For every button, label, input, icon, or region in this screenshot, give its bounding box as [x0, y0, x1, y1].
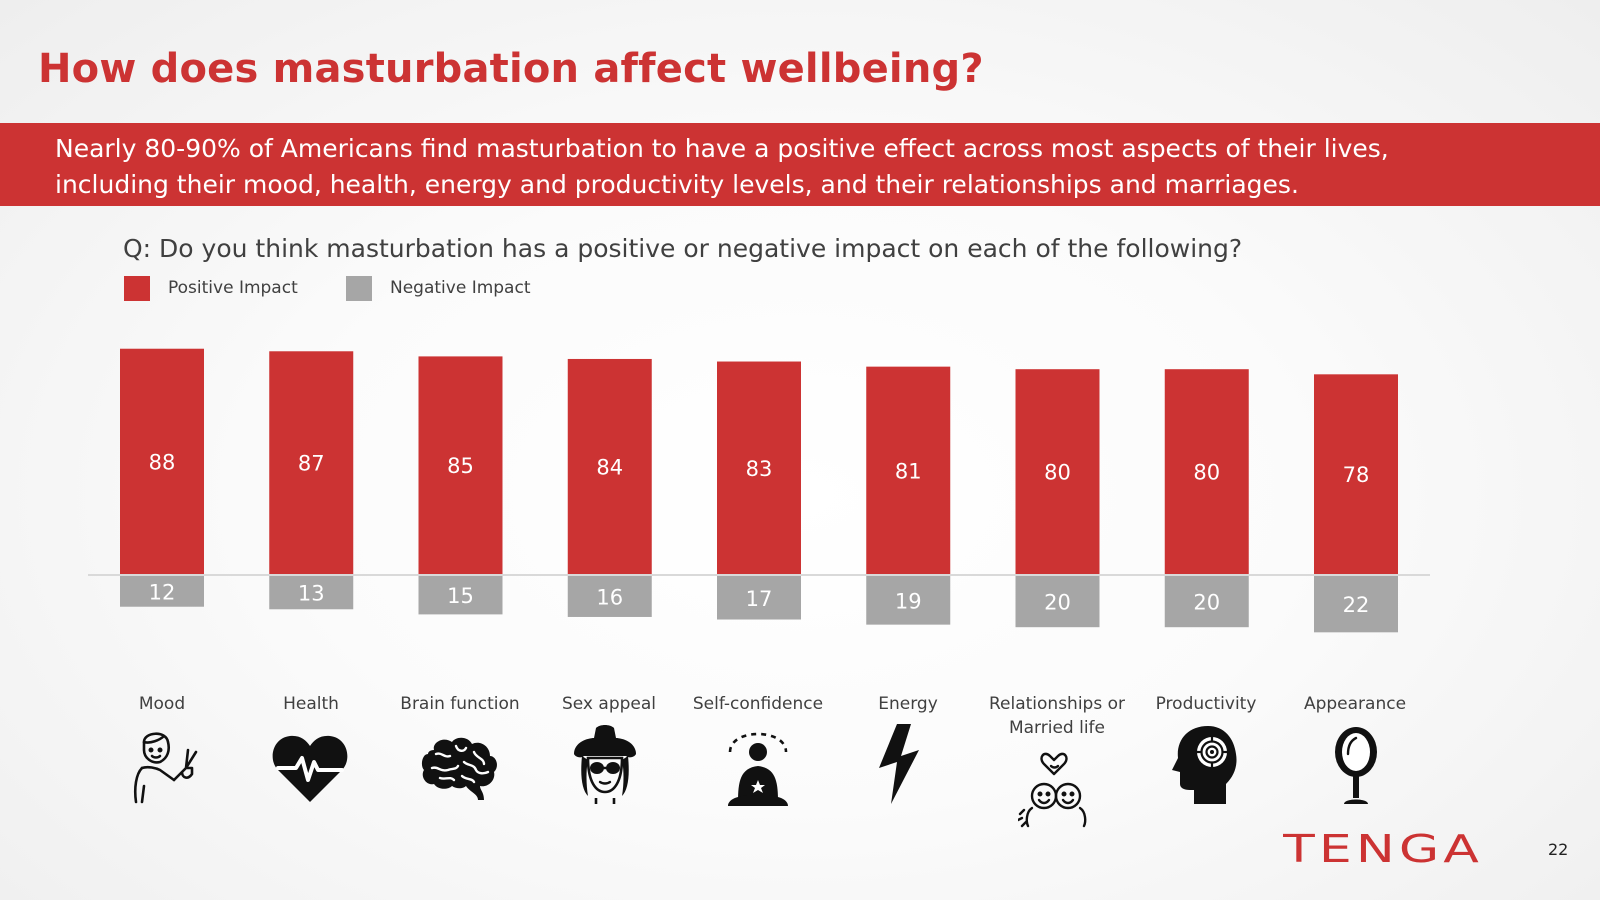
legend-negative-swatch: [346, 276, 372, 301]
category-label-mood: Mood: [138, 694, 186, 714]
summary-banner: Nearly 80-90% of Americans find masturba…: [0, 123, 1600, 206]
legend-positive-label: Positive Impact: [168, 278, 298, 298]
category-label-energy: Energy: [878, 694, 938, 714]
label-positive-brain-function: 85: [447, 454, 474, 478]
lightning-bolt-icon: [879, 724, 919, 804]
bar-negative-productivity: [1164, 576, 1249, 628]
bar-positive-productivity: [1164, 369, 1249, 574]
bar-positive-self-confidence: [717, 361, 801, 574]
label-negative-self-confidence: 17: [746, 587, 773, 611]
category-label-health: Health: [283, 694, 339, 714]
bar-negative-mood: [120, 576, 204, 607]
meditating-person-icon: [728, 732, 788, 806]
label-negative-productivity: 20: [1193, 591, 1220, 615]
summary-line-1: Nearly 80-90% of Americans find masturba…: [55, 134, 1389, 163]
category-label-relationships-line-1: Relationships or: [988, 694, 1125, 714]
label-positive-sex-appeal: 84: [596, 455, 623, 479]
label-negative-health: 13: [298, 582, 325, 606]
peace-sign-person-icon: [133, 732, 198, 804]
summary-text: Nearly 80-90% of Americans find masturba…: [55, 131, 1575, 203]
category-label-self-confidence: Self-confidence: [692, 694, 824, 714]
label-negative-mood: 12: [149, 580, 176, 604]
couple-with-heart-icon: [1018, 752, 1087, 828]
label-negative-brain-function: 15: [447, 584, 474, 608]
label-positive-relationships-or-married-life: 80: [1044, 461, 1071, 485]
label-negative-appearance: 22: [1343, 593, 1370, 617]
tenga-logo: TENGA: [1283, 830, 1483, 866]
legend-negative-label: Negative Impact: [390, 278, 531, 298]
head-with-target-icon: [1172, 726, 1237, 804]
bar-positive-health: [269, 351, 354, 574]
bar-negative-self-confidence: [717, 576, 801, 620]
bar-negative-brain-function: [418, 576, 503, 615]
label-positive-appearance: 78: [1343, 463, 1370, 487]
label-positive-health: 87: [298, 452, 325, 476]
page-title: How does masturbation affect wellbeing?: [38, 46, 984, 92]
bar-positive-sex-appeal: [567, 358, 652, 574]
bar-negative-relationships-or-married-life: [1015, 576, 1100, 628]
label-positive-productivity: 80: [1193, 461, 1220, 485]
chart-bars: 88 12 87 13 85 15 84 16 83 17 81 19 80 20 80 20 78 22: [120, 348, 1398, 633]
bar-positive-brain-function: [418, 356, 503, 574]
bar-negative-energy: [866, 576, 951, 625]
page-number: 22: [1548, 840, 1569, 859]
heartbeat-icon: [272, 735, 348, 802]
category-label-brain-function: Brain function: [400, 694, 520, 714]
category-label-productivity: Productivity: [1155, 694, 1257, 714]
tenga-logo-text: TENGA: [1283, 830, 1483, 866]
label-negative-relationships-or-married-life: 20: [1044, 591, 1071, 615]
label-positive-self-confidence: 83: [746, 457, 773, 481]
brain-icon: [421, 737, 497, 800]
bar-positive-energy: [866, 366, 951, 574]
woman-with-hat-icon: [574, 725, 636, 804]
legend-positive-swatch: [124, 276, 150, 301]
label-negative-sex-appeal: 16: [596, 585, 623, 609]
bar-positive-appearance: [1314, 374, 1398, 574]
hand-mirror-icon: [1335, 727, 1377, 804]
bar-positive-relationships-or-married-life: [1015, 369, 1100, 574]
bar-negative-health: [269, 576, 354, 610]
category-label-relationships-line-2: Married life: [1008, 718, 1106, 738]
summary-line-2: including their mood, health, energy and…: [55, 170, 1299, 199]
category-label-relationships: Relationships or Married life: [977, 692, 1137, 740]
survey-question: Q: Do you think masturbation has a posit…: [123, 234, 1243, 263]
label-positive-mood: 88: [149, 450, 176, 474]
label-positive-energy: 81: [895, 459, 922, 483]
label-negative-energy: 19: [895, 589, 922, 613]
category-label-sex-appeal: Sex appeal: [561, 694, 656, 714]
bar-negative-appearance: [1314, 576, 1398, 633]
category-label-appearance: Appearance: [1303, 694, 1407, 714]
bar-negative-sex-appeal: [567, 576, 652, 617]
bar-positive-mood: [120, 348, 204, 574]
